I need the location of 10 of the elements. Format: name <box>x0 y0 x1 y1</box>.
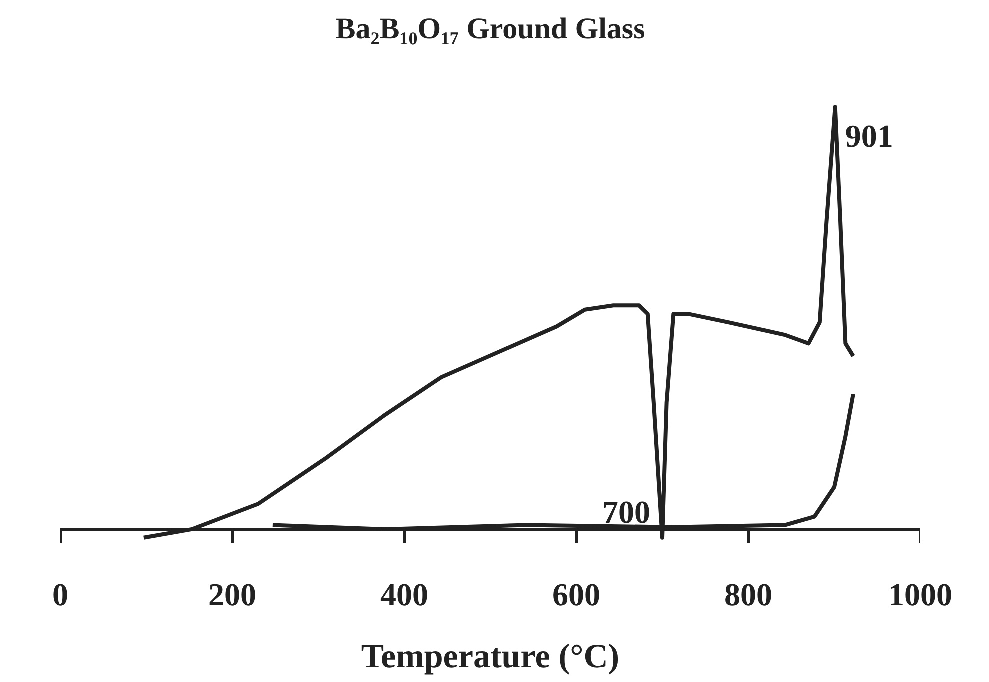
annotation: 700 <box>602 494 650 530</box>
x-tick-label: 600 <box>552 576 600 612</box>
annotation: 901 <box>845 118 894 154</box>
x-tick-label: 400 <box>380 576 428 612</box>
chart-title: Ba₂B₁₀O₁₇ Ground Glass <box>336 12 646 46</box>
x-tick-label: 800 <box>724 576 772 612</box>
x-tick-label: 0 <box>52 576 68 612</box>
x-tick-label: 200 <box>208 576 256 612</box>
x-tick-label: 1000 <box>888 576 952 612</box>
x-axis-title: Temperature (°C) <box>361 638 620 676</box>
